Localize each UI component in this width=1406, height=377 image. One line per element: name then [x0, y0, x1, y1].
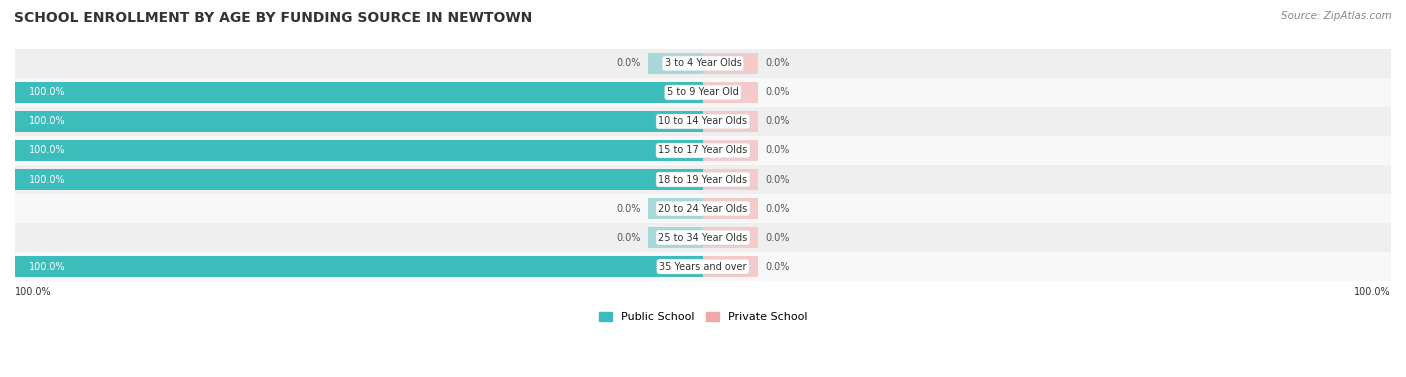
Bar — [15, 49, 1391, 78]
Bar — [703, 169, 758, 190]
Bar — [703, 198, 758, 219]
Text: 25 to 34 Year Olds: 25 to 34 Year Olds — [658, 233, 748, 242]
Text: 100.0%: 100.0% — [15, 287, 52, 297]
Text: 0.0%: 0.0% — [617, 58, 641, 69]
Text: 5 to 9 Year Old: 5 to 9 Year Old — [666, 87, 740, 98]
Text: 0.0%: 0.0% — [765, 175, 789, 184]
Bar — [703, 140, 758, 161]
Legend: Public School, Private School: Public School, Private School — [595, 307, 811, 326]
Bar — [15, 256, 703, 277]
Text: 0.0%: 0.0% — [617, 233, 641, 242]
Text: 10 to 14 Year Olds: 10 to 14 Year Olds — [658, 116, 748, 126]
Bar — [703, 227, 758, 248]
Bar — [15, 165, 1391, 194]
Bar — [15, 223, 1391, 252]
Bar — [648, 53, 703, 74]
Bar — [15, 78, 1391, 107]
Bar — [15, 140, 703, 161]
Bar — [703, 111, 758, 132]
Text: 0.0%: 0.0% — [765, 204, 789, 213]
Bar — [703, 53, 758, 74]
Text: Source: ZipAtlas.com: Source: ZipAtlas.com — [1281, 11, 1392, 21]
Text: 15 to 17 Year Olds: 15 to 17 Year Olds — [658, 146, 748, 155]
Text: 100.0%: 100.0% — [28, 116, 66, 126]
Bar — [15, 194, 1391, 223]
Text: 18 to 19 Year Olds: 18 to 19 Year Olds — [658, 175, 748, 184]
Bar — [15, 169, 703, 190]
Text: 0.0%: 0.0% — [765, 116, 789, 126]
Text: 0.0%: 0.0% — [765, 146, 789, 155]
Text: 0.0%: 0.0% — [765, 233, 789, 242]
Text: 100.0%: 100.0% — [28, 262, 66, 271]
Text: 100.0%: 100.0% — [28, 175, 66, 184]
Bar — [703, 82, 758, 103]
Text: 35 Years and over: 35 Years and over — [659, 262, 747, 271]
Text: 0.0%: 0.0% — [765, 87, 789, 98]
Text: 100.0%: 100.0% — [28, 87, 66, 98]
Text: 0.0%: 0.0% — [765, 262, 789, 271]
Bar — [15, 252, 1391, 281]
Text: 100.0%: 100.0% — [28, 146, 66, 155]
Bar — [648, 227, 703, 248]
Text: 0.0%: 0.0% — [617, 204, 641, 213]
Text: 100.0%: 100.0% — [1354, 287, 1391, 297]
Bar — [15, 136, 1391, 165]
Text: 0.0%: 0.0% — [765, 58, 789, 69]
Text: 3 to 4 Year Olds: 3 to 4 Year Olds — [665, 58, 741, 69]
Bar — [15, 111, 703, 132]
Bar — [15, 107, 1391, 136]
Text: 20 to 24 Year Olds: 20 to 24 Year Olds — [658, 204, 748, 213]
Bar — [703, 256, 758, 277]
Bar — [15, 82, 703, 103]
Bar — [648, 198, 703, 219]
Text: SCHOOL ENROLLMENT BY AGE BY FUNDING SOURCE IN NEWTOWN: SCHOOL ENROLLMENT BY AGE BY FUNDING SOUR… — [14, 11, 533, 25]
